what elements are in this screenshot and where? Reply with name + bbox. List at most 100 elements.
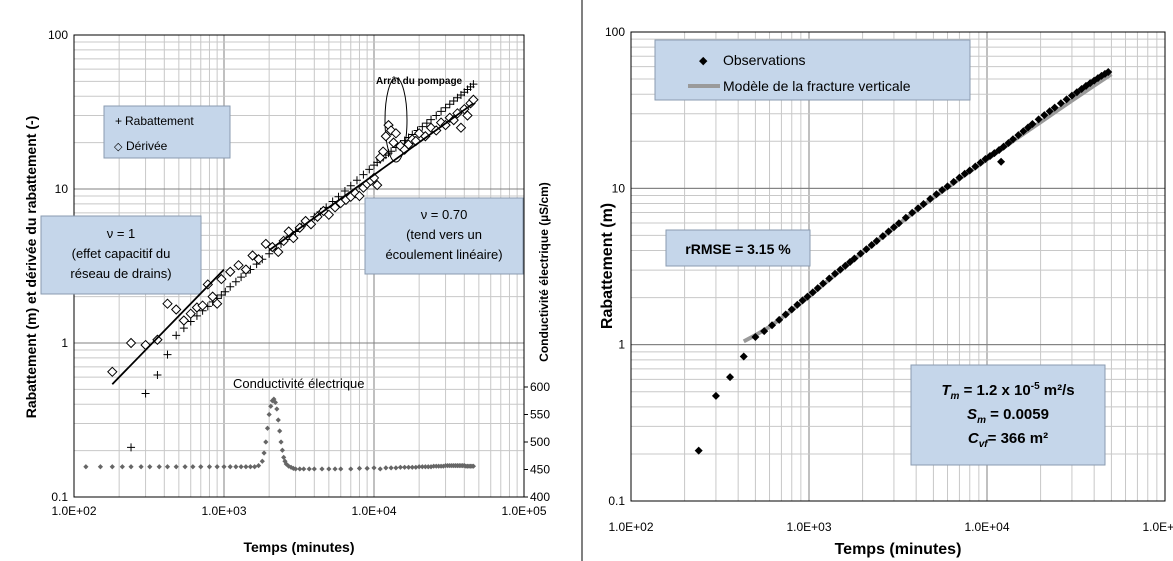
rabattement-point	[352, 176, 361, 185]
conductivite-point	[297, 466, 303, 472]
conductivite-point	[221, 464, 227, 470]
conductivite-point	[301, 466, 307, 472]
left-legend-marker-derivee: ◇	[114, 141, 123, 153]
conductivite-point	[214, 464, 220, 470]
observation-point	[768, 321, 777, 330]
derivee-point	[216, 273, 227, 285]
left-x-ticks: 1.0E+02 1.0E+03 1.0E+04 1.0E+05	[51, 504, 546, 518]
conductivite-point	[422, 464, 428, 470]
observation-point	[872, 237, 881, 246]
observation-point	[798, 296, 807, 305]
param-tm: Tm = 1.2 x 10-5 m²/s	[941, 381, 1074, 402]
annotation-nu070-line3: écoulement linéaire)	[385, 247, 502, 262]
right-series	[694, 67, 1113, 455]
observation-point	[836, 265, 845, 274]
observation-point	[1014, 131, 1023, 140]
observation-point	[787, 305, 796, 314]
slope-line	[268, 102, 474, 252]
observation-point	[793, 300, 802, 309]
rmse-text: rRMSE = 3.15 %	[685, 241, 791, 257]
params-box	[910, 364, 1106, 466]
observation-point	[726, 373, 735, 382]
conductivite-point	[311, 466, 317, 472]
conductivite-point	[156, 464, 162, 470]
derivee-point	[390, 128, 402, 139]
observation-point	[862, 245, 871, 254]
y2-tick-label: 400	[530, 490, 550, 504]
derivee-point	[273, 246, 284, 258]
observation-point	[914, 204, 923, 213]
rabattement-point	[217, 290, 226, 299]
conductivite-point	[164, 464, 171, 470]
derivee-point	[162, 298, 173, 309]
right-series-1	[742, 72, 1113, 344]
right-x-axis-label: Temps (minutes)	[835, 541, 962, 558]
rabattement-point	[445, 100, 454, 109]
rabattement-point	[141, 389, 150, 398]
observation-point	[831, 269, 840, 278]
x-tick-label: 1.0E+03	[786, 520, 831, 534]
observation-point	[1034, 115, 1043, 124]
observation-point	[694, 446, 703, 455]
rabattement-point	[237, 273, 246, 282]
y-tick-label: 0.1	[51, 490, 68, 504]
conductivite-point	[190, 464, 196, 470]
x-tick-label: 1.0E+05	[501, 504, 546, 518]
observation-point	[808, 288, 817, 297]
conductivite-point	[238, 464, 244, 470]
derivee-point	[388, 137, 399, 148]
rabattement-point	[441, 103, 450, 112]
observation-point	[1056, 99, 1065, 108]
conductivite-point	[233, 464, 239, 470]
derivee-point	[211, 298, 223, 309]
y-tick-label: 0.1	[608, 494, 625, 508]
observation-point	[955, 173, 964, 182]
conductivite-point	[306, 466, 312, 472]
rabattement-point	[221, 287, 230, 296]
left-legend-label-rabattement: Rabattement	[125, 114, 194, 128]
y2-tick-label: 500	[530, 435, 550, 449]
conductivite-point	[259, 458, 265, 464]
x-tick-label: 1.0E+04	[351, 504, 396, 518]
conductivite-point	[272, 399, 278, 405]
observation-point	[850, 254, 859, 263]
observation-point	[825, 274, 834, 283]
rabattement-point	[427, 115, 436, 124]
conductivite-point	[83, 464, 89, 470]
conductivite-point	[275, 417, 281, 423]
conductivite-point	[402, 464, 408, 470]
observation-point	[976, 158, 985, 167]
observation-point	[781, 310, 790, 319]
derivee-point	[197, 300, 208, 311]
annotation-arret-pompage: Arrêt du pompage	[376, 76, 463, 87]
observation-point	[1028, 119, 1037, 128]
observation-point	[711, 391, 720, 400]
conductivite-point	[247, 464, 254, 470]
rabattement-point	[432, 111, 441, 120]
observation-point	[884, 227, 893, 236]
annotation-box-nu070	[364, 197, 524, 275]
rabattement-point	[163, 350, 172, 359]
annotation-arret-ellipse	[384, 77, 408, 163]
rabattement-point	[340, 187, 349, 196]
left-legend-box	[103, 105, 231, 159]
conductivite-point	[255, 463, 262, 469]
observation-point	[775, 315, 784, 324]
left-legend-label-derivee: Dérivée	[126, 139, 168, 153]
conductivite-point	[173, 464, 179, 470]
right-series-0	[694, 67, 1113, 455]
conductivite-point	[109, 464, 115, 470]
observation-point	[999, 142, 1008, 151]
observation-point	[926, 194, 935, 203]
conductivite-point	[147, 464, 153, 470]
observation-point	[1062, 95, 1071, 104]
observation-point	[997, 157, 1006, 166]
conductivite-point	[440, 463, 446, 469]
derivee-point	[107, 366, 118, 378]
conductivite-point	[288, 464, 294, 470]
conductivite-point	[405, 464, 412, 470]
derivee-point	[354, 190, 365, 202]
left-series	[83, 80, 479, 472]
x-tick-label: 1.0E+04	[964, 520, 1009, 534]
derivee-point	[371, 179, 383, 191]
